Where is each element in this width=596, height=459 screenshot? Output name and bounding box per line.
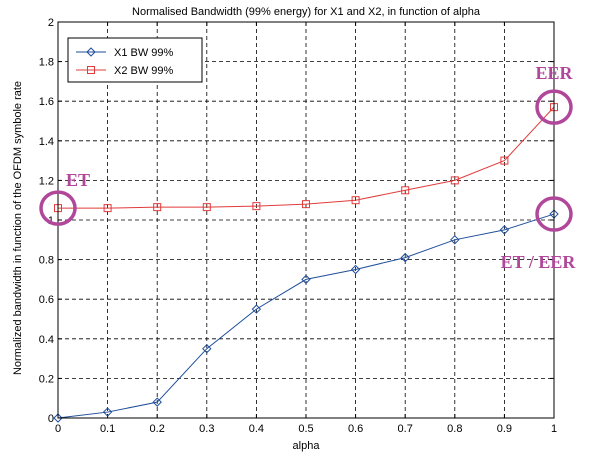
- series-1-point: [499, 225, 510, 235]
- x-tick-label: 1: [551, 423, 557, 435]
- series-2-point: [351, 196, 360, 205]
- x-tick-label: 0.5: [298, 423, 313, 435]
- x-tick-label: 0.8: [447, 423, 462, 435]
- legend-label: X1 BW 99%: [114, 47, 174, 59]
- y-axis-title: Normalized bandwidth in function of the …: [12, 81, 24, 375]
- ticks-layer: 0 0.1 0.2 0.3 0.4 0.5 0.6 0.7 0.8 0.9 1 0 0.2 0.4 0.6 0…: [39, 17, 557, 435]
- legend-box: [67, 37, 203, 83]
- y-tick-label: 0: [48, 413, 54, 425]
- series-1-point: [251, 304, 262, 314]
- series-2-point: [500, 156, 509, 165]
- y-tick-label: 1.6: [39, 96, 54, 108]
- x-tick-label: 0.1: [100, 423, 115, 435]
- series-1-point: [152, 397, 162, 407]
- y-tick-label: 1.2: [39, 175, 54, 187]
- legend-swatch-marker: [86, 47, 96, 57]
- x-tick-label: 0.7: [398, 423, 413, 435]
- x-tick-label: 0: [55, 423, 61, 435]
- series-2-point: [103, 204, 112, 213]
- series-1-point: [53, 413, 63, 423]
- annotation-label-eer: EER: [535, 63, 573, 83]
- series-1-point: [400, 252, 410, 263]
- y-tick-label: 0.6: [39, 294, 54, 306]
- chart-title: Normalised Bandwidth (99% energy) for X1…: [132, 6, 481, 18]
- series-2-point: [401, 186, 410, 195]
- x-tick-label: 0.4: [249, 423, 264, 435]
- y-tick-label: 0.2: [39, 373, 54, 385]
- legend-label: X2 BW 99%: [114, 65, 174, 77]
- x-tick-label: 0.2: [150, 423, 165, 435]
- series-1-point: [450, 235, 460, 245]
- grid-layer: [58, 22, 554, 418]
- annotations: ET EER ET / EER: [39, 63, 577, 272]
- x-tick-label: 0.3: [199, 423, 214, 435]
- annotation-label-et-eer: ET / EER: [501, 252, 577, 272]
- x-tick-label: 0.9: [497, 423, 512, 435]
- series-1-point: [350, 264, 361, 275]
- series-line-2: [58, 106, 555, 209]
- legend-swatch-marker: [87, 66, 95, 74]
- y-tick-label: 0.8: [39, 255, 54, 267]
- series-1-point: [102, 407, 113, 417]
- x-tick-label: 0.6: [348, 423, 363, 435]
- series-2-point: [153, 203, 162, 212]
- annotation-circle-eer: [535, 89, 573, 125]
- y-tick-label: 0.4: [39, 334, 54, 346]
- series-2-point: [302, 200, 310, 209]
- y-tick-label: 1.4: [39, 136, 54, 148]
- annotation-circle-et: [39, 190, 77, 226]
- series-1-point: [301, 274, 311, 285]
- y-tick-label: 2: [48, 17, 54, 29]
- legend: X1 BW 99% X2 BW 99%: [67, 37, 203, 83]
- series-2-point: [252, 202, 261, 211]
- x-axis-title: alpha: [293, 440, 321, 452]
- annotation-label-et: ET: [66, 170, 90, 190]
- series-2-point: [450, 176, 459, 185]
- series-2-point: [202, 203, 211, 212]
- annotation-circle-et-eer: [535, 196, 573, 232]
- series-1-point: [202, 343, 212, 354]
- series-line-1: [57, 213, 555, 419]
- y-tick-label: 1.8: [39, 57, 54, 69]
- plot-frame: [57, 21, 555, 419]
